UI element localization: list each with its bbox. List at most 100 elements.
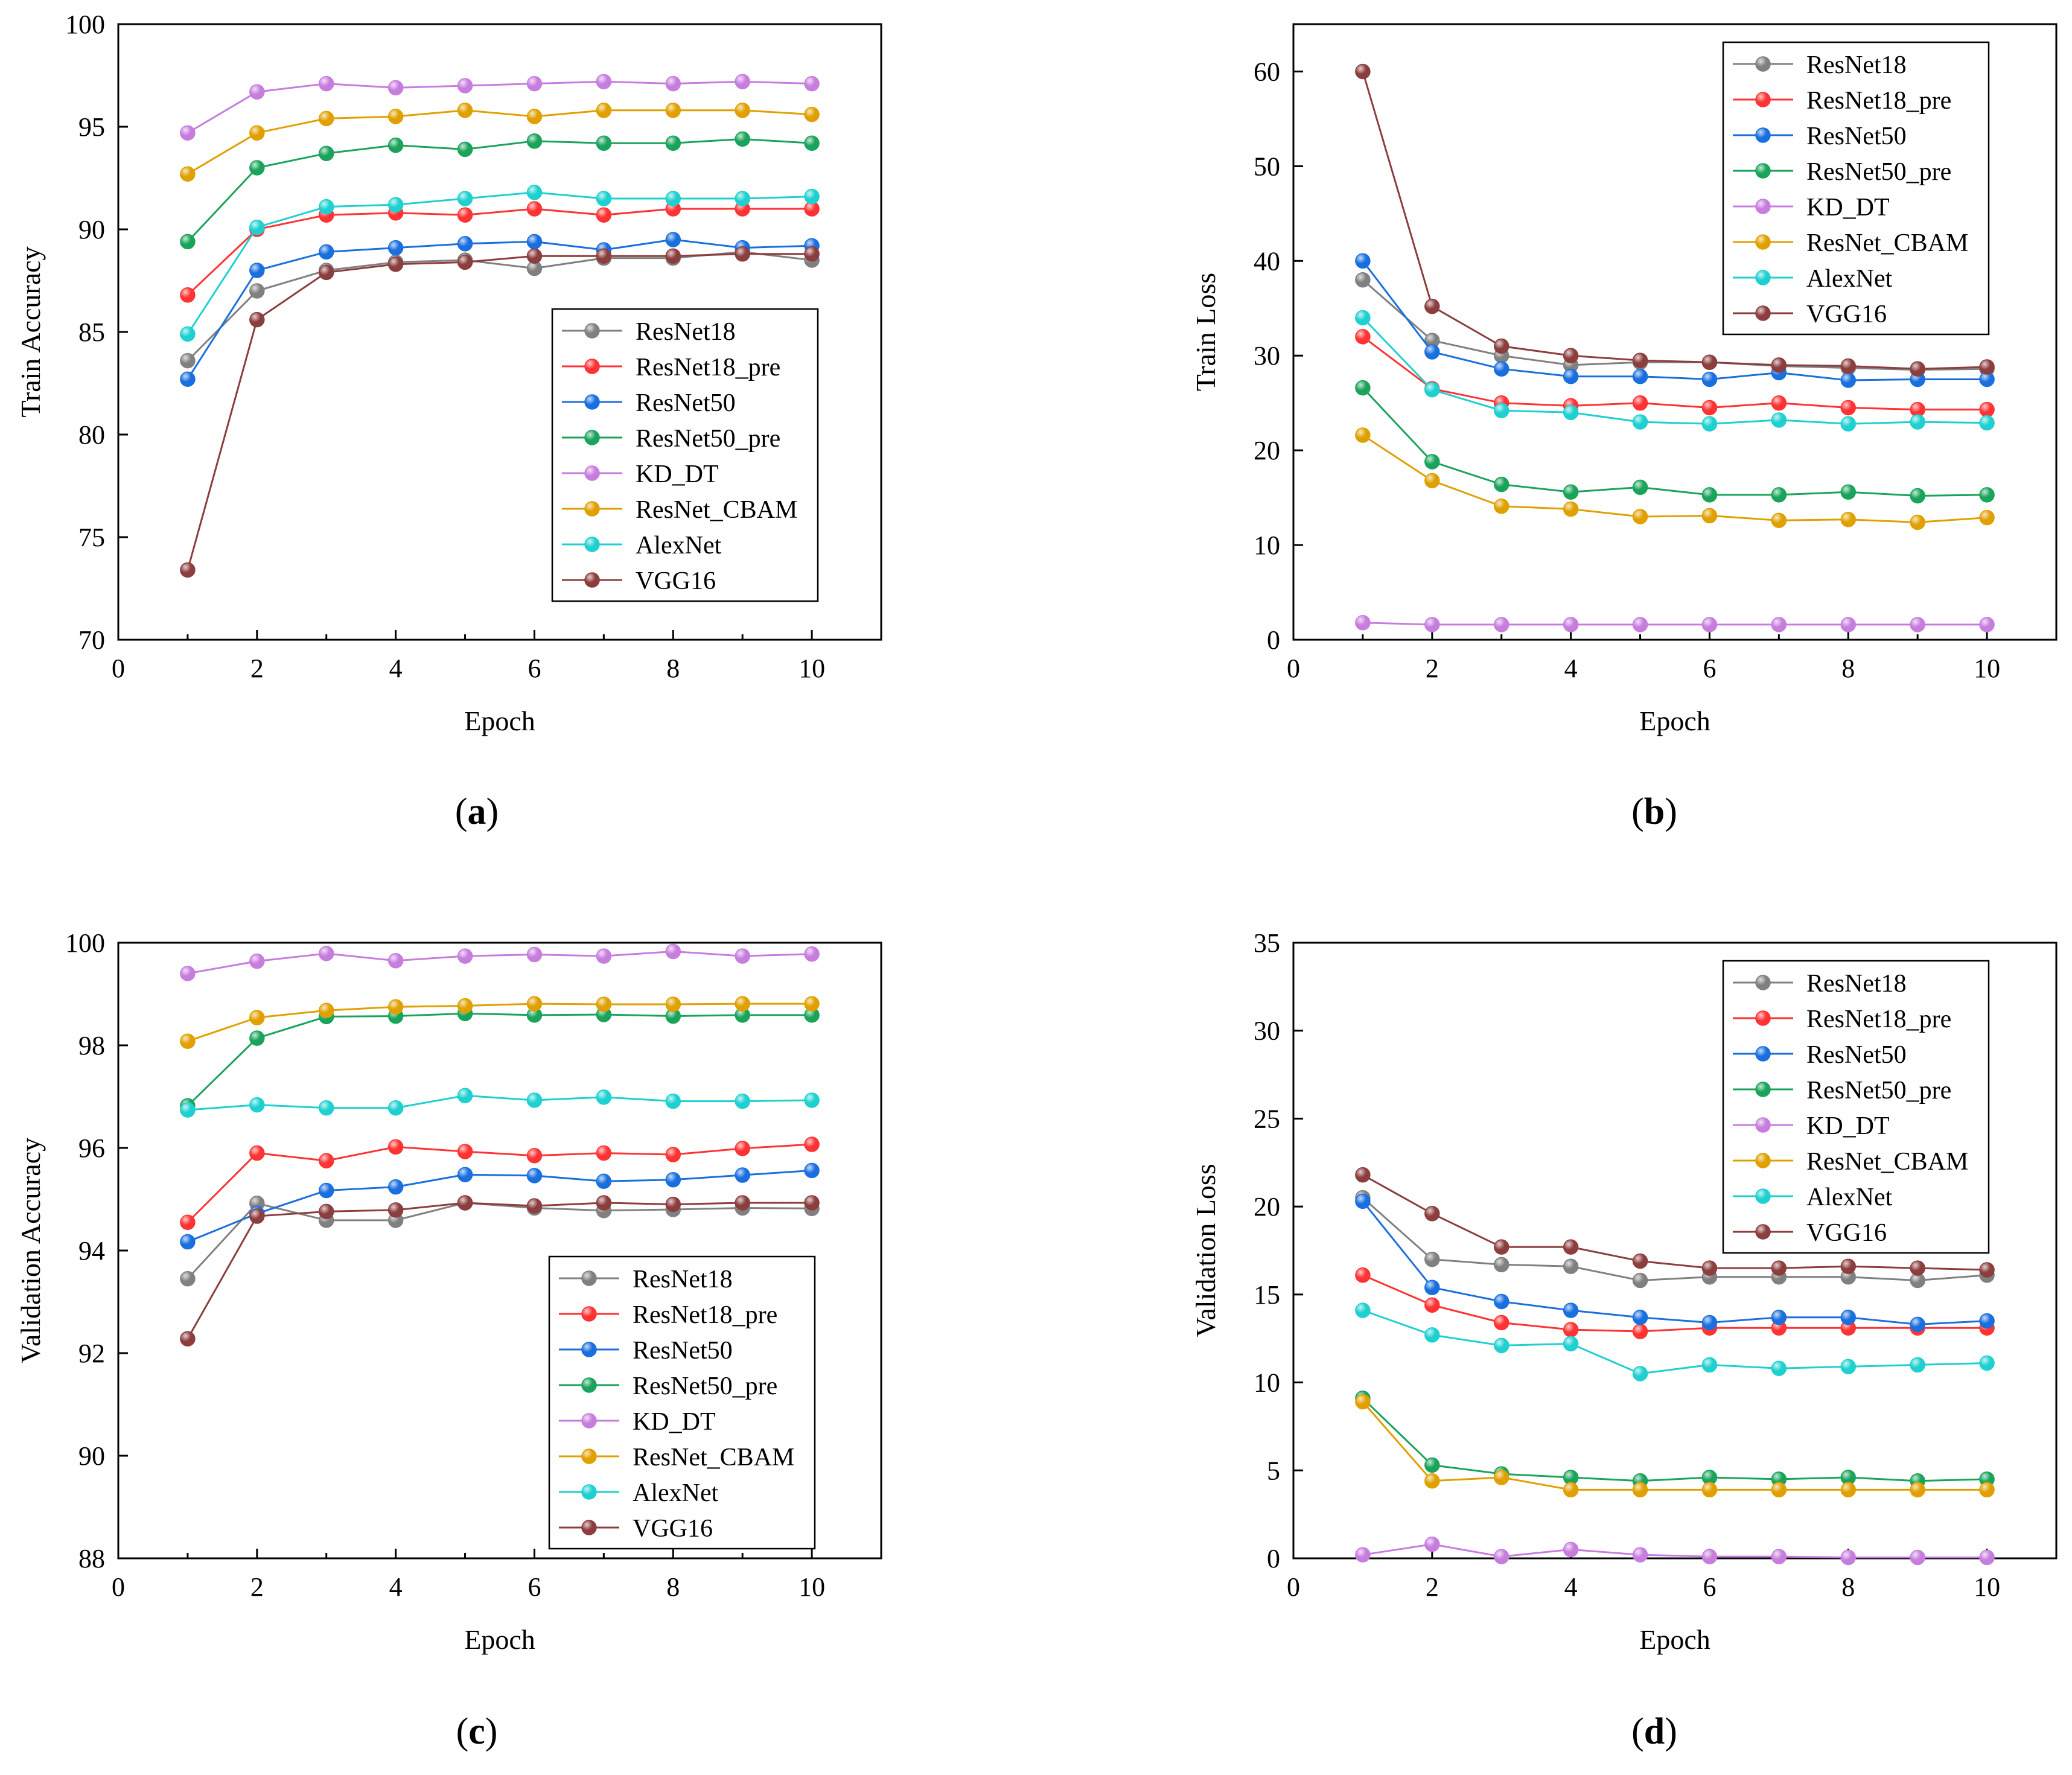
series-line xyxy=(187,1002,812,1042)
data-point xyxy=(249,219,265,235)
data-point xyxy=(1910,414,1925,430)
data-point xyxy=(596,1145,612,1161)
data-point xyxy=(1424,1327,1440,1343)
series-line xyxy=(1362,336,1988,411)
legend-swatch-marker xyxy=(584,465,600,481)
data-point xyxy=(1840,1359,1857,1375)
data-point xyxy=(1424,1473,1440,1489)
series-KD_DT xyxy=(180,943,820,981)
series-line xyxy=(1362,622,1988,626)
y-tick-label: 90 xyxy=(78,215,105,244)
series-ResNet50_pre xyxy=(1355,380,1995,504)
x-tick-label: 8 xyxy=(666,1572,680,1602)
data-point xyxy=(1632,414,1648,430)
legend-box xyxy=(1722,41,1990,336)
data-point xyxy=(457,207,473,223)
data-point xyxy=(526,248,543,264)
x-axis-label: Epoch xyxy=(464,706,535,736)
x-tick-label: 4 xyxy=(389,1572,403,1602)
data-point xyxy=(1771,1360,1787,1377)
data-point xyxy=(526,1198,543,1214)
data-point xyxy=(804,246,820,262)
series-ResNet50_pre xyxy=(180,131,820,250)
data-point xyxy=(387,197,404,212)
legend-swatch-marker xyxy=(581,1270,597,1286)
legend-entry-label: ResNet_CBAM xyxy=(636,496,797,524)
legend-swatch-marker xyxy=(584,323,600,339)
x-tick-label: 6 xyxy=(528,654,541,683)
data-point xyxy=(1701,416,1718,432)
data-point xyxy=(1632,369,1648,384)
data-point xyxy=(249,311,265,328)
data-point xyxy=(180,1331,196,1346)
data-point xyxy=(665,996,681,1012)
data-point xyxy=(1910,617,1925,633)
data-point xyxy=(1493,1293,1509,1310)
data-point xyxy=(249,1145,265,1161)
legend-swatch-marker xyxy=(1755,163,1771,179)
panel-label-d: (d) xyxy=(1631,1711,1677,1752)
data-point xyxy=(1355,1267,1371,1283)
series-ResNet50_pre xyxy=(1355,1391,1995,1489)
y-tick-label: 85 xyxy=(78,317,105,347)
data-point xyxy=(318,264,334,281)
legend-swatch-marker xyxy=(584,394,600,410)
x-tick-label: 0 xyxy=(112,1572,125,1602)
data-point xyxy=(596,996,612,1012)
data-point xyxy=(249,263,265,278)
chart-panel-2: 0 2 4 6 8 10 88 90 92 94 96 98 100 Epoch Validation Ac… xyxy=(15,928,882,1655)
legend-entry-label: ResNet18 xyxy=(636,318,736,346)
data-point xyxy=(1840,358,1857,374)
data-point xyxy=(180,125,196,141)
data-point xyxy=(1424,1457,1440,1473)
data-point xyxy=(1493,1470,1509,1485)
data-point xyxy=(1840,1258,1857,1274)
data-point xyxy=(1910,1549,1925,1566)
data-point xyxy=(1840,484,1857,500)
data-point xyxy=(526,1168,543,1184)
series-ResNet_CBAM xyxy=(180,996,820,1049)
data-point xyxy=(665,1147,681,1162)
data-point xyxy=(1701,1357,1718,1373)
data-point xyxy=(1563,484,1579,500)
series-line xyxy=(1362,71,1988,370)
data-point xyxy=(1910,361,1925,377)
series-KD_DT xyxy=(1355,1536,1995,1566)
data-point xyxy=(1632,352,1648,368)
legend: ResNet18 ResNet18_pre ResNet50 ResNet50_pre… xyxy=(1722,41,1990,336)
data-point xyxy=(1979,1549,1995,1566)
legend-entry-label: ResNet18_pre xyxy=(1806,87,1951,115)
series-line xyxy=(187,109,812,175)
legend-entry-label: VGG16 xyxy=(1806,1219,1887,1247)
data-point xyxy=(1424,1297,1440,1313)
data-point xyxy=(457,141,473,158)
legend-entry-label: ResNet50_pre xyxy=(633,1372,777,1400)
x-tick-label: 2 xyxy=(1426,654,1439,683)
data-point xyxy=(1493,1549,1509,1564)
data-point xyxy=(1355,329,1371,345)
x-tick-label: 4 xyxy=(389,654,403,683)
data-point xyxy=(1979,487,1995,503)
data-point xyxy=(1563,617,1579,633)
data-point xyxy=(1424,298,1440,314)
data-point xyxy=(457,254,473,270)
data-point xyxy=(804,135,820,151)
data-point xyxy=(249,160,265,176)
series-KD_DT xyxy=(180,74,820,141)
series-ResNet18 xyxy=(1355,1190,1995,1289)
legend-swatch-marker xyxy=(581,1520,597,1535)
legend-entry-label: ResNet18 xyxy=(1806,51,1907,79)
data-point xyxy=(387,1100,404,1116)
data-point xyxy=(1424,1536,1440,1552)
data-point xyxy=(1979,509,1995,526)
series-line xyxy=(1362,434,1988,523)
y-tick-label: 10 xyxy=(1254,1368,1280,1398)
data-point xyxy=(457,103,473,118)
series-line xyxy=(186,238,812,380)
data-point xyxy=(665,103,681,118)
data-point xyxy=(1840,1549,1857,1566)
data-point xyxy=(1563,1302,1579,1318)
data-point xyxy=(318,1100,334,1116)
x-tick-label: 2 xyxy=(250,1572,264,1602)
